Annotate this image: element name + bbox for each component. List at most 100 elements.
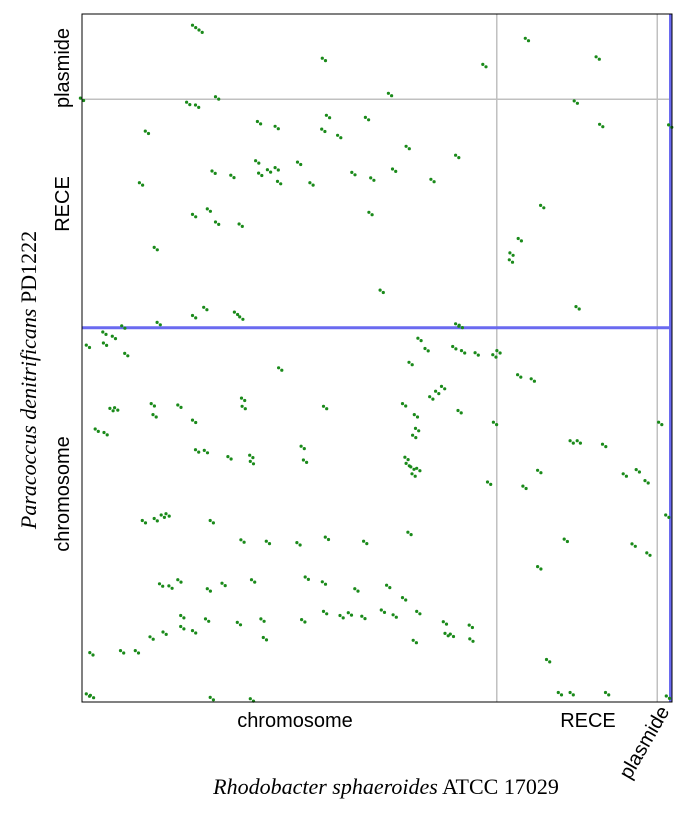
data-point [299,444,303,448]
data-point [190,418,195,422]
data-point [409,465,413,469]
data-point [521,484,525,488]
data-point-pair [339,136,343,140]
data-point [664,694,668,698]
data-point-pair [205,451,210,455]
data-point [491,353,495,357]
data-point-pair [624,474,629,478]
y-tick-label-plasmide: plasmide [52,28,74,108]
data-point-pair [111,409,115,413]
data-point-pair [161,584,165,588]
data-point [229,173,233,177]
data-point [529,377,533,381]
data-point-pair [267,542,272,546]
data-point-pair [143,521,148,525]
data-point [448,632,452,636]
data-point-pair [223,584,227,588]
data-point-pair [162,515,166,520]
data-point [459,349,464,353]
data-point-pair [179,405,183,409]
data-point-pair [238,623,243,627]
data-point [176,578,180,582]
data-point-pair [365,542,369,546]
data-point [190,629,195,633]
data-point-pair [381,290,385,295]
data-point-pair [299,162,303,167]
x-axis-title-strain: ATCC 17029 [438,774,559,799]
data-point-pair [476,353,480,357]
data-point-pair [251,456,255,460]
data-point-pair [419,339,423,343]
data-point-pair [418,612,422,616]
data-point-pair [409,533,413,537]
data-point-pair [601,125,605,129]
data-point-pair [325,612,329,616]
data-point [634,468,638,472]
data-point-pair [116,408,120,412]
data-point [539,203,543,207]
data-point [415,466,419,470]
x-axis-title: Rhodobacter sphaeroides ATCC 17029 [212,774,559,799]
data-point-pair [146,131,151,136]
data-point [536,468,540,472]
data-point [108,406,112,410]
data-point [369,176,373,180]
data-point-pair [323,59,328,63]
data-point-pair [460,326,464,330]
data-point [237,222,241,226]
data-point-pair [182,627,186,631]
data-point-pair [444,622,449,626]
data-point [140,518,144,523]
data-point [210,169,214,173]
data-point-pair [217,97,221,101]
data-point-pair [182,616,186,620]
data-point-pair [298,543,302,547]
data-point-pair [302,447,306,451]
data-point [600,442,605,446]
data-point-pair [194,420,198,425]
data-point-pair [232,176,236,180]
data-point-pair [511,253,515,257]
data-point-pair [597,57,601,61]
data-point-pair [323,129,327,134]
data-point-pair [158,323,162,327]
data-point-pair [457,156,461,160]
data-point-pair [519,375,523,379]
data-point [428,395,432,399]
data-point-pair [388,586,392,590]
data-point-pair [539,471,543,475]
data-point-pair [524,486,528,491]
data-point [203,617,208,621]
data-point [481,62,485,66]
data-point [257,171,261,175]
data-point [205,207,209,211]
data-point [441,620,445,624]
data-point-pair [217,222,221,226]
data-point-pair [211,521,215,525]
data-point-pair [96,429,100,433]
data-point-pair [414,436,418,440]
data-point [320,127,324,131]
data-point [362,539,366,543]
data-point [264,539,268,543]
data-point-pair [559,693,564,697]
data-point-pair [443,387,447,391]
data-point [598,122,602,126]
x-tick-label-plasmide: plasmide [615,703,674,783]
data-point [507,258,511,262]
data-point [239,396,244,400]
data-point [301,458,305,462]
data-point [78,96,82,100]
data-point-pair [188,103,192,107]
data-point-pair [432,180,436,184]
data-point-pair [213,171,217,175]
data-point-pair [667,696,672,701]
data-point-pair [260,173,264,178]
data-point-pair [82,98,86,103]
data-point [113,406,117,410]
data-point [386,91,390,95]
data-point [323,535,327,539]
data-point [88,693,92,697]
data-point-pair [194,26,198,30]
data-point [273,124,277,128]
